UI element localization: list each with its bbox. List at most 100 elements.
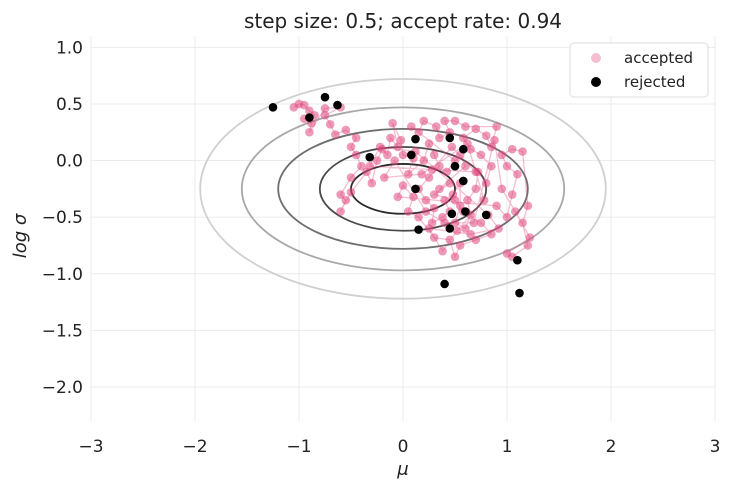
legend-marker-rejected: [591, 77, 601, 87]
rejected-point-0: [268, 103, 278, 112]
accepted-point-51: [461, 224, 470, 233]
rejected-point-18: [513, 255, 522, 265]
accepted-point-119: [479, 195, 489, 205]
accepted-point-87: [450, 252, 460, 262]
accepted-point-34: [403, 169, 413, 179]
accepted-point-77: [461, 161, 470, 171]
accepted-point-101: [507, 144, 517, 154]
accepted-point-98: [513, 169, 522, 179]
accepted-point-81: [450, 195, 460, 205]
accepted-point-42: [429, 203, 439, 213]
accepted-point-41: [421, 195, 431, 205]
accepted-point-105: [523, 241, 533, 250]
accepted-point-100: [497, 150, 507, 160]
rejected-point-5: [411, 134, 420, 144]
accepted-point-84: [487, 229, 496, 239]
accepted-point-64: [492, 122, 501, 131]
accepted-point-27: [383, 150, 392, 160]
accepted-point-46: [440, 195, 449, 205]
accepted-point-24: [367, 178, 377, 188]
rejected-point-2: [333, 100, 342, 110]
accepted-point-90: [414, 212, 423, 222]
accepted-point-71: [419, 116, 429, 126]
accepted-point-121: [438, 246, 447, 256]
accepted-point-70: [431, 122, 441, 131]
y-tick-label-5: −1.5: [42, 321, 83, 341]
y-tick-label-3: −0.5: [42, 208, 83, 228]
accepted-point-93: [398, 181, 408, 190]
accepted-point-85: [471, 235, 481, 245]
accepted-point-38: [435, 161, 444, 171]
accepted-point-95: [492, 201, 501, 211]
accepted-point-99: [502, 161, 512, 171]
rejected-point-10: [450, 161, 460, 171]
accepted-point-69: [435, 133, 444, 143]
density-contours: [199, 78, 607, 300]
accepted-point-94: [393, 192, 403, 202]
accepted-point-86: [455, 241, 465, 250]
accepted-point-124: [494, 224, 503, 233]
accepted-point-39: [424, 173, 434, 182]
rejected-point-15: [445, 224, 455, 233]
accepted-point-112: [469, 218, 479, 228]
accepted-point-129: [471, 167, 481, 177]
chart-title: step size: 0.5; accept rate: 0.94: [244, 9, 562, 33]
accepted-point-108: [525, 233, 535, 242]
accepted-point-127: [375, 142, 385, 152]
x-tick-label-6: 3: [710, 437, 721, 457]
accepted-point-16: [351, 150, 361, 160]
accepted-point-11: [325, 120, 335, 129]
accepted-point-36: [424, 139, 434, 148]
legend: accepted rejected: [569, 42, 709, 98]
accepted-point-29: [393, 142, 403, 152]
y-axis-label: log σ: [10, 213, 31, 258]
accepted-point-53: [463, 195, 472, 205]
accepted-point-13: [341, 125, 351, 135]
rejected-point-17: [440, 279, 449, 289]
accepted-point-31: [396, 135, 406, 145]
accepted-point-7: [305, 127, 314, 137]
accepted-point-19: [336, 190, 345, 199]
accepted-point-8: [320, 104, 330, 113]
accepted-point-14: [351, 133, 361, 143]
accepted-point-78: [435, 184, 444, 194]
accepted-point-28: [386, 133, 395, 143]
accepted-point-88: [445, 235, 455, 245]
x-tick-label-1: −2: [182, 437, 207, 457]
legend-box: [569, 42, 709, 98]
accepted-point-32: [398, 150, 408, 160]
accepted-point-37: [429, 150, 439, 160]
accepted-point-65: [461, 122, 470, 131]
rejected-point-6: [407, 150, 416, 160]
accepted-point-58: [476, 150, 486, 160]
accepted-point-117: [417, 169, 427, 179]
accepted-point-91: [403, 207, 413, 216]
accepted-point-66: [450, 116, 460, 126]
rejected-point-14: [481, 210, 491, 220]
y-tick-label-2: 0.0: [56, 152, 83, 172]
accepted-point-75: [442, 167, 451, 177]
rejected-point-11: [459, 176, 468, 186]
accepted-point-92: [409, 192, 418, 202]
accepted-point-35: [419, 156, 429, 165]
contour-ellipse-0: [199, 78, 607, 300]
accepted-point-130: [447, 142, 457, 152]
accepted-point-113: [440, 218, 449, 228]
rejected-point-9: [459, 144, 468, 154]
accepted-point-102: [518, 147, 527, 156]
accepted-point-131: [427, 165, 437, 174]
rejected-point-16: [414, 225, 423, 234]
accepted-point-114: [421, 207, 431, 216]
x-axis-label: μ: [396, 459, 408, 480]
accepted-point-123: [466, 229, 475, 239]
rejected-point-7: [411, 184, 420, 194]
accepted-point-122: [424, 224, 434, 233]
accepted-point-12: [331, 130, 340, 139]
rejected-point-3: [305, 113, 314, 122]
rejected-point-13: [447, 209, 457, 219]
accepted-point-10: [320, 110, 330, 120]
accepted-point-83: [476, 218, 486, 228]
y-tick-label-6: −2.0: [42, 378, 83, 398]
legend-label-rejected: rejected: [624, 73, 685, 91]
